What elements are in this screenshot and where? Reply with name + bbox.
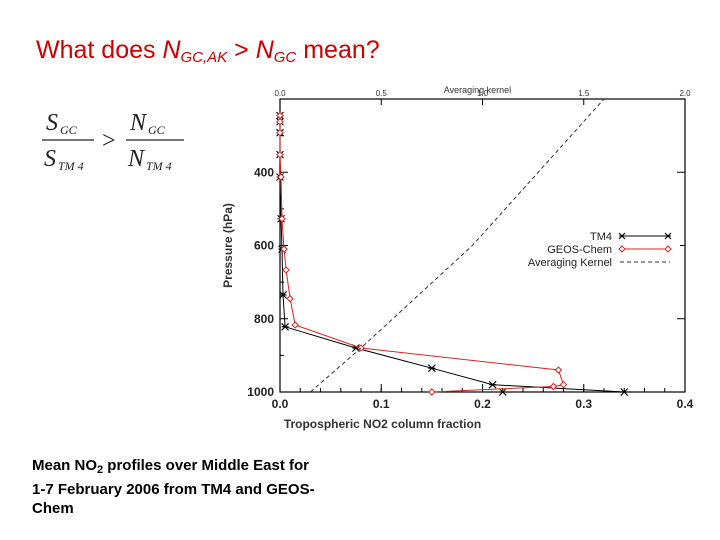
y-tick-label: 600 [254, 239, 274, 253]
data-point-diamond [559, 380, 568, 389]
data-point-asterisk [620, 388, 629, 396]
data-point-diamond [549, 382, 558, 391]
data-point-diamond [276, 118, 284, 126]
series-line [310, 98, 605, 393]
top-tick-label: 1.5 [578, 89, 590, 98]
x-axis-ticks: 0.0 0.1 0.2 0.3 0.4 [272, 384, 694, 411]
formula-den-right: N [127, 146, 146, 172]
x-tick-label: 0.4 [677, 397, 694, 411]
data-point-asterisk [279, 291, 287, 299]
y-axis-ticks: 400 600 800 1000 [247, 135, 685, 399]
legend-marker [664, 245, 672, 253]
data-point-diamond [291, 321, 299, 329]
top-tick-label: 0.0 [274, 89, 286, 98]
legend-marker [618, 232, 626, 240]
top-axis-label: Averaging kernel [444, 85, 511, 95]
legend-label: TM4 [590, 231, 612, 243]
legend-label: GEOS-Chem [547, 244, 612, 256]
formula-operator: > [102, 128, 116, 154]
data-point-asterisk [427, 364, 436, 373]
series-layer [276, 98, 629, 396]
data-point-diamond [278, 215, 286, 223]
legend-label: Averaging Kernel [528, 257, 612, 269]
top-tick-label: 0.5 [376, 89, 388, 98]
formula-den-right-sub: TM 4 [146, 159, 172, 173]
top-tick-label: 1.0 [477, 89, 489, 98]
y-tick-label: 1000 [247, 385, 274, 399]
y-tick-label: 400 [254, 165, 274, 179]
data-point-diamond [286, 294, 294, 303]
series-geos-chem [276, 111, 568, 396]
ratio-formula: S GC S TM 4 > N GC N TM 4 [42, 110, 184, 173]
x-tick-label: 0.2 [474, 397, 491, 411]
data-point-asterisk [498, 388, 507, 396]
x-tick-label: 0.1 [373, 397, 390, 411]
data-point-asterisk [281, 322, 289, 331]
y-axis-label: Pressure (hPa) [221, 203, 235, 288]
formula-den-left-sub: TM 4 [58, 159, 84, 173]
formula-num-left: S [46, 110, 58, 136]
top-axis-ticks: 0.0 0.5 1.0 1.5 2.0 [274, 89, 691, 105]
formula-num-right: N [129, 110, 148, 136]
data-point-diamond [282, 266, 290, 274]
series-averaging-kernel [310, 98, 605, 393]
data-point-diamond [277, 173, 285, 181]
data-point-diamond [276, 150, 284, 159]
y-tick-label: 800 [254, 312, 274, 326]
x-tick-label: 0.0 [272, 397, 289, 411]
legend-entry: Averaging Kernel [528, 257, 670, 269]
no2-profile-chart: 0.0 0.1 0.2 0.3 0.4 400 600 800 1000 0.0 0.5 1.0 1… [221, 85, 694, 431]
legend-marker [664, 232, 672, 240]
top-tick-label: 2.0 [679, 89, 691, 98]
legend-entry: GEOS-Chem [547, 244, 672, 256]
data-point-diamond [554, 366, 563, 374]
data-point-asterisk [488, 380, 497, 389]
formula-num-left-sub: GC [60, 123, 78, 137]
data-point-diamond [428, 388, 436, 396]
legend-marker [618, 245, 626, 253]
legend-entry: TM4 [590, 231, 672, 243]
formula-den-left: S [44, 146, 56, 172]
data-point-diamond [280, 245, 288, 253]
formula-num-right-sub: GC [148, 123, 166, 137]
x-axis-label: Tropospheric NO2 column fraction [284, 417, 481, 431]
x-tick-label: 0.3 [575, 397, 592, 411]
figure-caption: Mean NO2 profiles over Middle East for 1… [32, 457, 315, 517]
data-point-diamond [276, 128, 284, 137]
slide-title: What does NGC,AK > NGC mean? [36, 36, 380, 66]
